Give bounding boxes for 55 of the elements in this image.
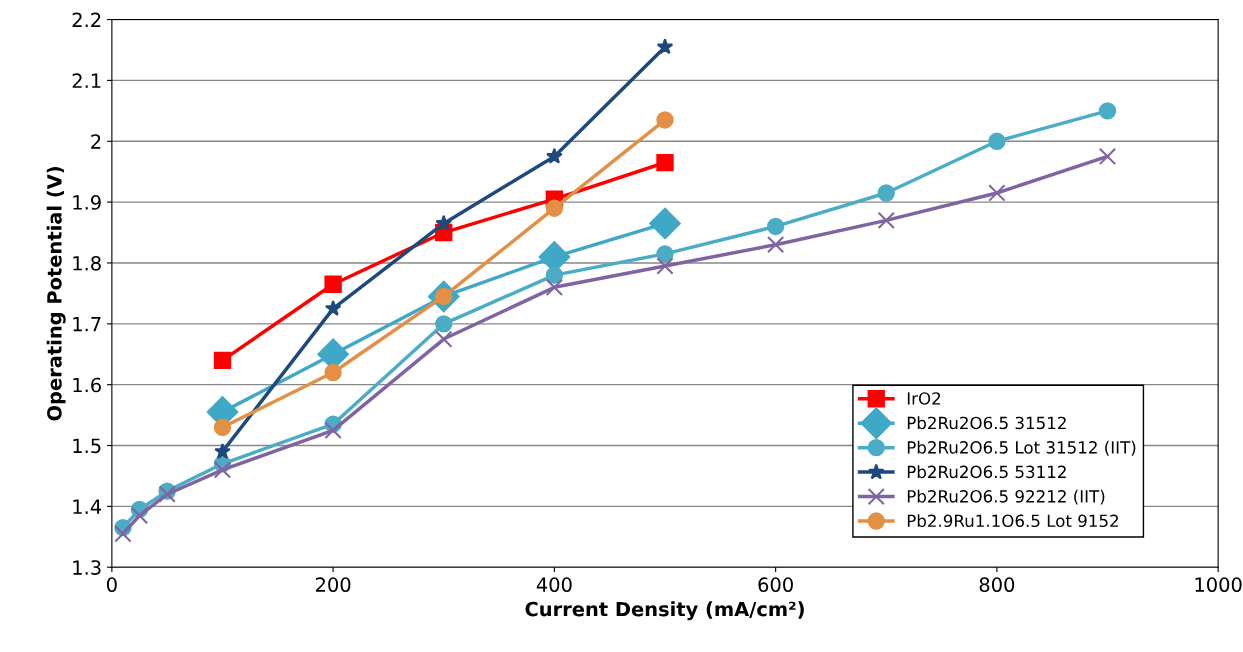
x-tick-label: 600: [758, 577, 793, 593]
point: [1098, 147, 1117, 166]
legend-label: Pb2Ru2O6.5 53112: [907, 465, 1066, 479]
legend-label: Pb2.9Ru1.1O6.5 Lot 9152: [907, 514, 1118, 528]
point: [649, 207, 681, 240]
y-tick-label: 1.3: [73, 560, 101, 575]
point: [324, 275, 342, 293]
x-tick-label: 800: [979, 577, 1015, 593]
y-tick-label: 2.1: [72, 73, 101, 88]
point: [656, 111, 674, 129]
point: [214, 442, 231, 459]
legend-label: Pb2Ru2O6.5 31512: [907, 416, 1066, 430]
point: [130, 506, 149, 525]
y-axis-title: Operating Potential (V): [46, 167, 66, 421]
y-tick-label: 1.8: [73, 255, 101, 271]
y-tick-label: 2: [91, 134, 101, 149]
point: [435, 214, 453, 231]
point: [656, 38, 674, 55]
point: [656, 153, 674, 172]
point: [766, 217, 785, 236]
x-tick-label: 400: [536, 577, 572, 593]
y-tick-label: 1.5: [73, 438, 101, 454]
point: [988, 184, 1006, 202]
point: [656, 257, 674, 275]
point: [435, 330, 453, 348]
y-tick-label: 1.7: [73, 317, 101, 332]
point: [213, 351, 232, 370]
point: [988, 132, 1006, 150]
point: [435, 315, 453, 333]
x-tick-label: 200: [315, 577, 351, 593]
point: [545, 266, 564, 284]
legend-label: Pb2Ru2O6.5 Lot 31512 (IIT): [907, 440, 1136, 456]
x-tick-label: 0: [106, 577, 117, 593]
point: [545, 278, 564, 296]
point: [324, 299, 342, 316]
legend-label: IrO2: [907, 392, 941, 405]
x-tick-label: 1000: [1195, 577, 1242, 593]
x-axis-title: Current Density (mA/cm²): [525, 601, 804, 621]
point: [545, 199, 564, 217]
point: [213, 461, 232, 479]
y-tick-label: 1.4: [73, 499, 102, 514]
point: [656, 245, 674, 263]
point: [877, 184, 895, 202]
point: [546, 147, 563, 164]
point: [877, 211, 895, 230]
y-tick-label: 2.2: [72, 12, 101, 27]
point: [324, 421, 342, 439]
point: [766, 236, 785, 254]
y-tick-label: 1.9: [73, 195, 101, 210]
point: [114, 525, 132, 543]
point: [1098, 102, 1117, 120]
point: [213, 418, 232, 436]
point: [324, 363, 342, 382]
y-tick-label: 1.6: [73, 377, 101, 393]
legend-label: Pb2Ru2O6.5 92212 (IIT): [907, 489, 1105, 505]
